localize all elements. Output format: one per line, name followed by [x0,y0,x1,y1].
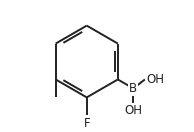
Text: OH: OH [146,73,164,86]
Text: OH: OH [124,104,142,117]
Text: B: B [129,82,137,95]
Text: F: F [83,117,90,130]
